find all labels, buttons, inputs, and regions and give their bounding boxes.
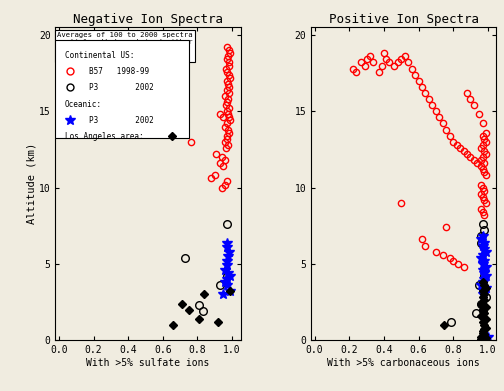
Y-axis label: Altitude (km): Altitude (km) [26, 143, 36, 224]
FancyBboxPatch shape [55, 40, 189, 138]
Text: P3        2002: P3 2002 [89, 83, 154, 92]
Text: Oceanic:: Oceanic: [65, 100, 102, 109]
Text: B57   1998-99: B57 1998-99 [89, 67, 149, 76]
Text: Los Angeles area:: Los Angeles area: [65, 132, 148, 141]
X-axis label: With >5% carbonaceous ions: With >5% carbonaceous ions [328, 358, 480, 368]
Title: Positive Ion Spectra: Positive Ion Spectra [329, 13, 479, 26]
Text: Averages of 100 to 2000 spectra
particles that contained either
  sulfate or org: Averages of 100 to 2000 spectra particle… [57, 32, 193, 59]
Title: Negative Ion Spectra: Negative Ion Spectra [73, 13, 223, 26]
Text: P3        2002: P3 2002 [89, 116, 154, 125]
X-axis label: With >5% sulfate ions: With >5% sulfate ions [86, 358, 210, 368]
Text: Continental US:: Continental US: [65, 51, 134, 60]
